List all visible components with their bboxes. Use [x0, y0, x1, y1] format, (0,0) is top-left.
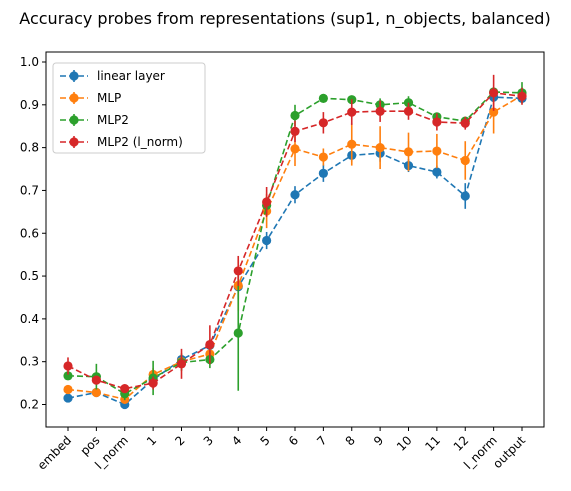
data-point — [489, 107, 499, 117]
y-tick-label: 0.4 — [20, 312, 39, 326]
legend-item: linear layer — [60, 69, 165, 83]
y-tick-label: 0.7 — [20, 183, 39, 197]
plot-frame — [45, 51, 545, 428]
data-point — [347, 107, 357, 117]
data-point — [375, 143, 385, 153]
legend-label: linear layer — [97, 69, 165, 83]
data-point — [432, 117, 442, 127]
x-tick-label: output — [490, 433, 528, 471]
data-point — [233, 266, 243, 276]
legend-label: MLP2 (l_norm) — [97, 135, 183, 149]
data-point — [460, 191, 470, 201]
legend-label: MLP — [97, 91, 121, 105]
data-point — [403, 106, 414, 116]
legend-swatch-marker — [69, 137, 79, 147]
series-layer — [63, 74, 527, 410]
x-tick-label: 7 — [314, 433, 329, 448]
data-point — [120, 384, 130, 394]
legend-swatch-marker — [69, 93, 79, 103]
series-3 — [63, 74, 527, 394]
x-tick-label: 9 — [371, 433, 386, 448]
x-tick-label: 12 — [451, 433, 472, 454]
x-tick-label: embed — [35, 433, 74, 472]
data-point — [432, 167, 442, 177]
y-axis: 0.2 0.3 0.4 0.5 0.6 0.7 0.8 0.9 1.0 — [20, 55, 46, 412]
data-point — [318, 152, 328, 162]
data-point — [318, 93, 328, 103]
data-point — [63, 384, 73, 395]
data-point — [63, 361, 73, 371]
data-point — [63, 393, 73, 403]
y-tick-label: 0.3 — [20, 355, 39, 369]
y-tick-label: 1.0 — [20, 55, 39, 69]
data-point — [460, 118, 470, 128]
data-point — [517, 91, 527, 101]
x-tick-label: 8 — [343, 433, 358, 448]
x-tick-label: 1 — [144, 433, 159, 448]
data-point — [63, 371, 73, 381]
data-point — [290, 110, 300, 121]
y-tick-label: 0.5 — [20, 269, 39, 283]
x-tick-label: 6 — [286, 433, 301, 448]
data-point — [318, 118, 328, 128]
data-point — [318, 168, 328, 178]
data-point — [290, 190, 300, 200]
data-point — [290, 126, 300, 136]
x-tick-label: 3 — [201, 433, 216, 448]
data-point — [91, 387, 101, 398]
x-tick-label: 5 — [257, 433, 272, 448]
data-point — [176, 359, 187, 369]
legend: linear layer MLP MLP2 MLP2 (l_norm) — [52, 62, 206, 154]
legend-swatch-marker — [69, 71, 79, 81]
legend-item: MLP2 (l_norm) — [60, 135, 183, 149]
legend-label: MLP2 — [97, 113, 129, 127]
y-tick-label: 0.2 — [20, 398, 39, 412]
data-point — [489, 88, 499, 98]
x-tick-label: 4 — [229, 433, 244, 448]
data-point — [233, 328, 243, 338]
legend-box — [52, 62, 206, 154]
legend-item: MLP — [60, 91, 121, 105]
chart-title: Accuracy probes from representations (su… — [19, 9, 550, 29]
x-tick-label: 2 — [172, 433, 187, 448]
data-point — [205, 339, 215, 350]
legend-swatch-marker — [69, 115, 79, 125]
data-point — [460, 155, 470, 166]
data-point — [432, 146, 442, 156]
x-tick-label: 11 — [422, 433, 443, 454]
data-point — [403, 147, 414, 157]
x-tick-label: 10 — [394, 433, 415, 454]
data-point — [290, 144, 300, 154]
data-point — [262, 197, 272, 207]
data-point — [148, 378, 158, 388]
legend-item: MLP2 — [60, 113, 129, 127]
data-point — [347, 139, 357, 149]
data-point — [375, 106, 385, 116]
y-tick-label: 0.6 — [20, 226, 39, 240]
data-point — [91, 375, 101, 385]
data-point — [262, 235, 272, 246]
y-tick-label: 0.8 — [20, 141, 39, 155]
y-tick-label: 0.9 — [20, 98, 39, 112]
